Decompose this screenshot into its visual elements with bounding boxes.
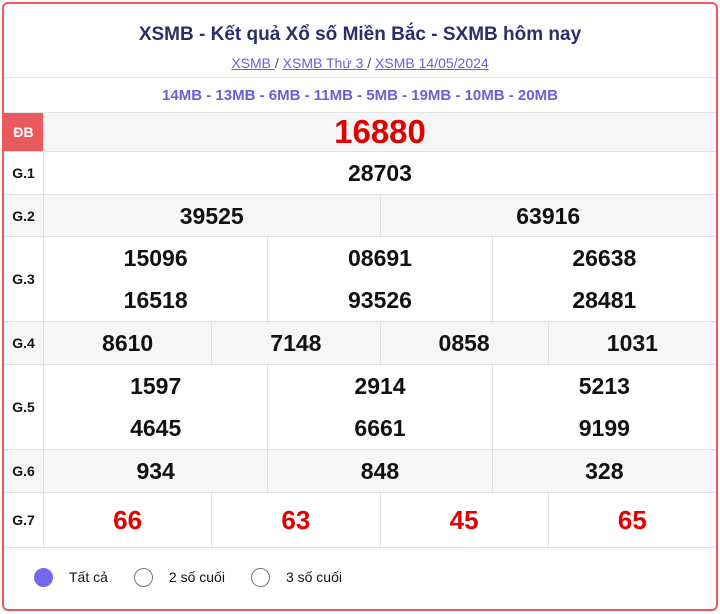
prize-row: G.7 66 63 45 65 [4,493,716,548]
radio-selected-icon[interactable] [34,567,53,587]
prize-label: G.2 [4,195,44,236]
prize-number: 328 [585,458,624,484]
filter-label: 3 số cuối [285,569,342,585]
filter-last-2[interactable]: 2 số cuối [133,567,225,587]
prize-number: 08691 [348,245,412,271]
radio-icon[interactable] [133,567,153,587]
prize-cell: 66 [44,493,213,547]
prize-cell: 26638 28481 [493,237,716,321]
page-title: XSMB - Kết quả Xổ số Miền Bắc - SXMB hôm… [138,24,582,45]
breadcrumb-weekday[interactable]: XSMB Thứ 3 [282,55,368,71]
prize-cell: 8610 [44,322,213,364]
prize-number: 2914 [354,373,406,399]
prize-number: 7148 [270,330,322,356]
prize-cell: 7148 [212,322,381,364]
prize-cell: 63916 [381,195,717,236]
prize-number: 1031 [606,330,658,356]
prize-row: G.3 15096 16518 08691 93526 26638 28481 [4,237,716,322]
prize-number: 26638 [572,245,637,271]
breadcrumb-date[interactable]: XSMB 14/05/2024 [375,55,489,71]
prize-cell: 5213 9199 [493,365,716,449]
filter-last-3[interactable]: 3 số cuối [250,567,342,587]
prize-number: 9199 [578,415,630,441]
display-filter: Tất cả 2 số cuối 3 số cuối [4,548,716,606]
prize-label: G.5 [4,365,44,449]
header: XSMB - Kết quả Xổ số Miền Bắc - SXMB hôm… [4,4,716,78]
prize-cell: 848 [268,450,493,492]
prize-row: G.4 8610 7148 0858 1031 [4,322,716,365]
prize-number: 66 [113,505,143,535]
prize-number: 0858 [438,330,490,356]
prize-number: 28703 [348,160,412,186]
prize-number: 15096 [123,245,188,271]
prize-number: 63916 [516,202,581,229]
special-codes: 14MB - 13MB - 6MB - 11MB - 5MB - 19MB - … [4,78,716,113]
prize-cell: 63 [212,493,381,547]
prize-row: G.2 39525 63916 [4,195,716,237]
prize-cell: 15096 16518 [44,237,269,321]
prize-label: ĐB [4,113,44,151]
prize-row: ĐB 16880 [4,113,716,152]
prize-row: G.6 934 848 328 [4,450,716,493]
prize-cell: 28703 [44,152,716,194]
radio-icon[interactable] [250,567,270,587]
prize-cell: 45 [381,493,549,547]
prize-label: G.7 [4,493,44,547]
prize-cell: 39525 [44,195,381,236]
prize-number: 8610 [102,330,154,356]
prize-number: 39525 [179,202,244,229]
results-table: ĐB 16880 G.1 28703 G.2 39525 63916 G.3 15096 1651… [4,113,716,548]
filter-label: 2 số cuối [168,569,225,585]
prize-cell: 1597 4645 [44,365,269,449]
prize-label: G.1 [4,152,44,194]
prize-cell: 934 [44,450,269,492]
prize-number: 45 [449,505,479,535]
prize-number: 63 [281,505,311,535]
prize-number: 1597 [130,373,182,399]
prize-label: G.6 [4,450,44,492]
prize-label: G.4 [4,322,44,364]
prize-row: G.1 28703 [4,152,716,195]
prize-row: G.5 1597 4645 2914 6661 5213 9199 [4,365,716,450]
breadcrumb-separator: / [367,55,372,71]
prize-cell: 65 [549,493,716,547]
breadcrumb-xsmb[interactable]: XSMB [231,55,275,71]
prize-cell: 2914 6661 [268,365,493,449]
prize-number: 5213 [578,373,630,399]
prize-cell: 1031 [549,322,716,364]
breadcrumb-separator: / [274,55,279,71]
prize-number: 65 [617,505,647,535]
prize-cell: 328 [493,450,716,492]
filter-label: Tất cả [69,569,108,585]
prize-cell: 16880 [44,113,716,151]
breadcrumb: XSMB / XSMB Thứ 3 / XSMB 14/05/2024 [4,55,716,71]
prize-number: 4645 [130,415,182,441]
filter-all[interactable]: Tất cả [34,567,108,587]
prize-cell: 0858 [381,322,549,364]
prize-number: 16518 [123,287,188,313]
prize-label: G.3 [4,237,44,321]
prize-number: 93526 [348,287,412,313]
prize-number: 934 [136,458,175,484]
prize-number: 28481 [572,287,637,313]
prize-cell: 08691 93526 [268,237,493,321]
prize-number: 16880 [334,113,426,150]
prize-number: 6661 [354,415,406,441]
prize-number: 848 [360,458,400,484]
